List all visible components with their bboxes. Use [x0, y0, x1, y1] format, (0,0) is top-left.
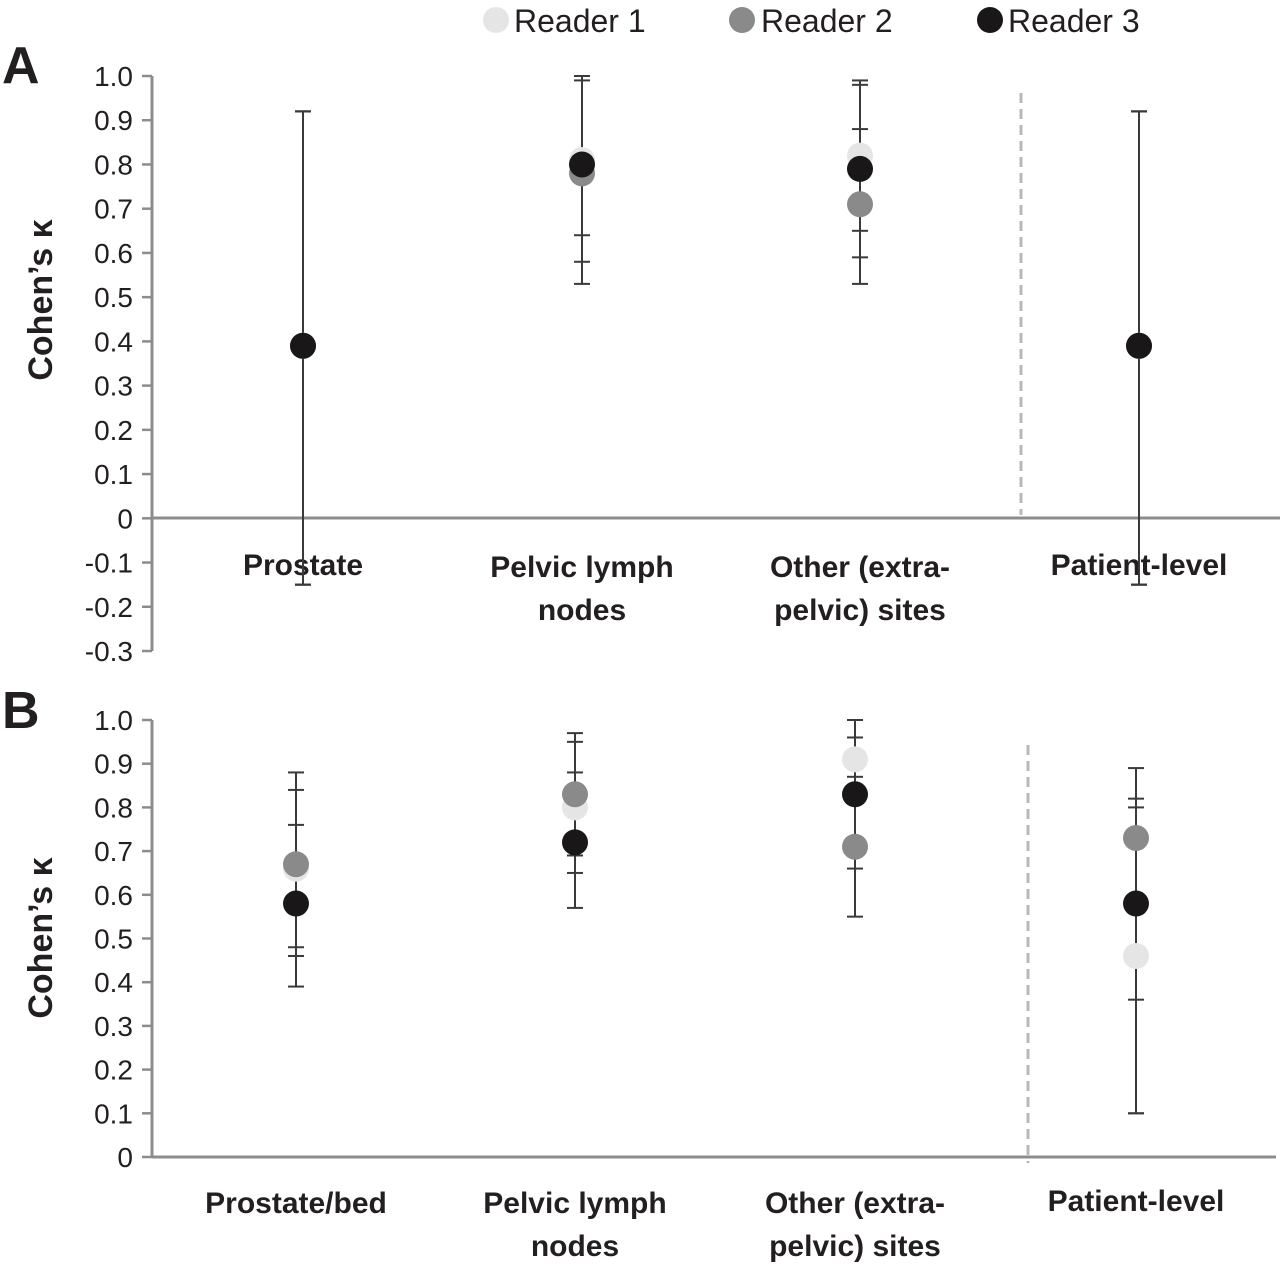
legend: Reader 1 Reader 2 Reader 3 — [483, 3, 1140, 39]
y-axis-title: Cohen’s κ — [22, 857, 60, 1018]
point-reader-3 — [290, 332, 316, 359]
point-reader-1 — [842, 746, 868, 773]
legend-label-reader-2: Reader 2 — [761, 3, 893, 39]
y-tick-label: -0.3 — [85, 636, 133, 667]
legend-marker-reader-2 — [729, 7, 755, 33]
panel-letter: B — [2, 682, 40, 740]
legend-label-reader-1: Reader 1 — [514, 3, 646, 39]
point-reader-3 — [562, 829, 588, 856]
y-tick-label: -0.2 — [85, 592, 133, 623]
y-tick-label: 0.6 — [94, 238, 133, 269]
y-tick-label: 0.8 — [94, 792, 133, 823]
point-reader-2 — [1123, 824, 1149, 851]
category-label: Pelvic lymph — [490, 551, 673, 584]
point-reader-2 — [842, 833, 868, 860]
point-reader-3 — [842, 781, 868, 808]
y-tick-label: 0.3 — [94, 1011, 133, 1042]
y-tick-label: 0.8 — [94, 149, 133, 180]
y-tick-label: 0.1 — [94, 1098, 133, 1129]
y-tick-label: 0.3 — [94, 371, 133, 402]
point-reader-3 — [1123, 890, 1149, 917]
panel-a: A Cohen’s κ 1.0 0.9 0.8 0.7 0.6 0.5 0.4 0.3 0.2 0.1… — [2, 37, 1280, 667]
category-label: Other (extra- — [770, 551, 950, 584]
y-tick-label: 0.9 — [94, 749, 133, 780]
y-tick-label: 0.7 — [94, 836, 133, 867]
point-reader-3 — [1126, 332, 1152, 359]
point-reader-2 — [847, 191, 873, 218]
y-axis-title: Cohen’s κ — [22, 219, 60, 380]
point-reader-2 — [562, 781, 588, 808]
category-label: nodes — [531, 1230, 619, 1263]
category-label: Pelvic lymph — [483, 1187, 666, 1220]
point-reader-2 — [283, 851, 309, 878]
category-label: Other (extra- — [765, 1187, 945, 1220]
point-reader-3 — [847, 155, 873, 182]
y-tick-label: 1.0 — [94, 61, 133, 92]
y-tick-label: 0.9 — [94, 105, 133, 136]
legend-marker-reader-3 — [977, 7, 1003, 33]
category-label: nodes — [538, 594, 626, 627]
legend-marker-reader-1 — [483, 7, 509, 33]
y-tick-label: 0.2 — [94, 1055, 133, 1086]
y-tick-label: 1.0 — [94, 705, 133, 736]
y-tick-label: 0.5 — [94, 282, 133, 313]
y-tick-label: -0.1 — [85, 548, 133, 579]
y-tick-label: 0.6 — [94, 880, 133, 911]
panel-b: B Cohen’s κ 1.0 0.9 0.8 0.7 0.6 0.5 0.4 0.3 0.2 0.1… — [2, 682, 1276, 1263]
y-tick-label: 0 — [117, 503, 133, 534]
category-label: pelvic) sites — [769, 1230, 941, 1263]
y-tick-label: 0.4 — [94, 326, 133, 357]
y-tick-label: 0.4 — [94, 967, 133, 998]
y-tick-label: 0.7 — [94, 194, 133, 225]
point-reader-1 — [1123, 942, 1149, 969]
legend-label-reader-3: Reader 3 — [1008, 3, 1140, 39]
y-tick-label: 0 — [117, 1142, 133, 1173]
point-reader-3 — [569, 151, 595, 178]
y-tick-label: 0.1 — [94, 459, 133, 490]
panel-letter: A — [2, 37, 40, 95]
category-label: Prostate/bed — [205, 1187, 387, 1220]
y-tick-label: 0.2 — [94, 415, 133, 446]
category-label: Patient-level — [1048, 1185, 1225, 1218]
category-label: pelvic) sites — [774, 594, 946, 627]
point-reader-3 — [283, 890, 309, 917]
y-tick-label: 0.5 — [94, 924, 133, 955]
